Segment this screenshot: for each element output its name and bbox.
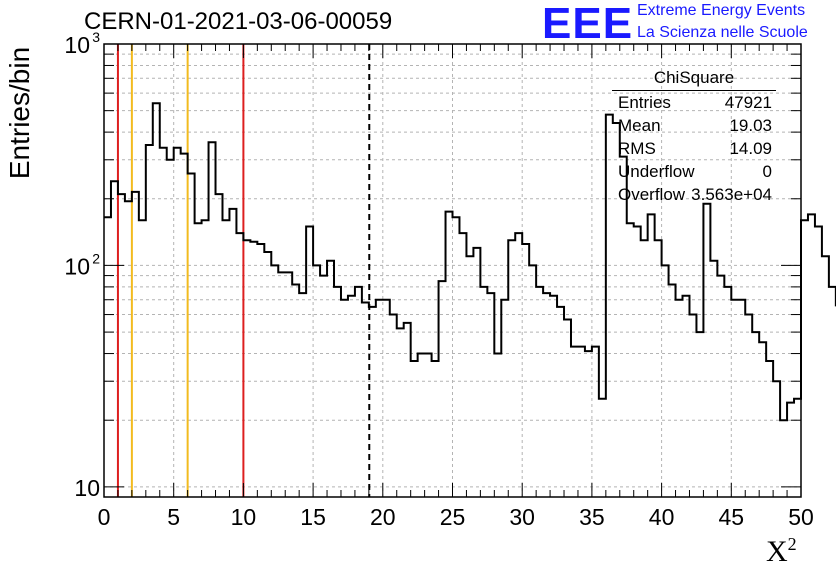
stat-value: 19.03 [729,116,772,135]
x-tick-label: 45 [719,504,745,530]
y-tick-label: 10 [74,475,100,501]
x-tick-label: 25 [440,504,466,530]
stats-row-overflow: Overflow 3.563e+04 [612,183,772,206]
x-tick-label: 15 [300,504,326,530]
x-tick-label: 10 [231,504,257,530]
stat-value: 3.563e+04 [691,185,772,204]
x-tick-label: 40 [649,504,675,530]
x-axis-label-superscript: 2 [787,534,797,554]
stat-name: Mean [618,116,661,135]
y-tick-label: 10 [64,253,90,279]
x-tick-label: 20 [370,504,396,530]
stats-row-entries: Entries 47921 [612,91,772,114]
chart-title: CERN-01-2021-03-06-00059 [84,8,393,35]
stat-name: Overflow [618,185,686,204]
x-tick-label: 35 [579,504,605,530]
x-axis-label: X2 [766,534,797,569]
y-tick-label: 10 [64,32,90,58]
stat-name: Entries [618,93,671,112]
logo-caption-line2: La Scienza nelle Scuole [637,24,808,41]
plot-frame [103,43,802,498]
stat-name: RMS [618,139,656,158]
y-axis-label: Entries/bin [4,46,35,180]
logo-caption-line1: Extreme Energy Events [637,2,806,19]
x-axis-label-text: X [766,535,788,568]
stats-row-underflow: Underflow 0 [612,160,772,183]
x-tick-label: 0 [98,504,111,530]
axes [103,43,802,498]
y-tick-label-exponent: 3 [92,29,100,45]
marker-lines [116,44,371,497]
x-tick-label: 5 [167,504,180,530]
stat-value: 0 [762,162,772,181]
stats-row-rms: RMS 14.09 [612,137,772,160]
stats-box: ChiSquare Entries 47921 Mean 19.03 RMS 1… [612,68,776,206]
x-tick-label: 30 [509,504,535,530]
grid-layer [104,44,801,497]
stat-value: 47921 [724,93,772,112]
eee-logo: EEE [542,0,634,48]
x-tick-label: 50 [788,504,814,530]
stat-name: Underflow [618,162,695,181]
stat-value: 14.09 [729,139,772,158]
y-tick-label-exponent: 2 [92,250,100,266]
stats-row-mean: Mean 19.03 [612,114,772,137]
stats-title: ChiSquare [612,68,776,91]
